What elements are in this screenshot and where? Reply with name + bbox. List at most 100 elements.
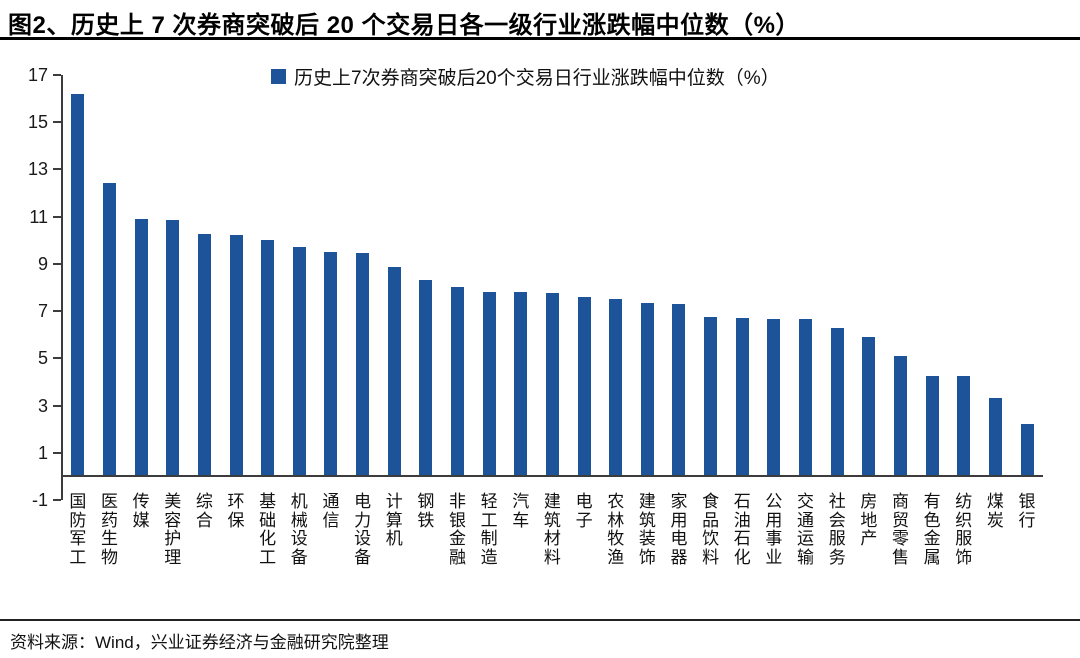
bar-cell	[790, 75, 822, 476]
source-note: 资料来源：Wind，兴业证券经济与金融研究院整理	[10, 633, 389, 652]
x-label-cell: 电力设备	[347, 492, 379, 567]
x-label: 电子	[575, 492, 593, 530]
x-label: 轻工制造	[480, 492, 498, 567]
x-label: 机械设备	[290, 492, 308, 567]
plot-area	[62, 75, 1043, 476]
y-tick	[53, 357, 61, 360]
bar-cell	[94, 75, 126, 476]
bar-机械设备	[292, 247, 306, 476]
bar-cell	[252, 75, 284, 476]
y-tick-label: 15	[27, 112, 48, 133]
y-axis-line	[61, 75, 63, 500]
bar-基础化工	[261, 239, 275, 476]
x-label: 社会服务	[828, 492, 846, 567]
x-label: 建筑装饰	[638, 492, 656, 567]
footer-divider	[0, 619, 1080, 621]
y-tick	[53, 74, 61, 76]
x-label: 家用电器	[670, 492, 688, 567]
x-label-cell: 建筑装饰	[632, 492, 664, 567]
bar-cell	[410, 75, 442, 476]
x-label: 有色金属	[923, 492, 941, 567]
bar-cell	[853, 75, 885, 476]
x-label: 农林牧渔	[607, 492, 625, 567]
x-label-cell: 银行	[1011, 492, 1043, 530]
x-label-cell: 石油石化	[726, 492, 758, 567]
y-tick	[53, 262, 61, 265]
y-tick-label: 9	[37, 253, 48, 274]
x-label-cell: 商贸零售	[885, 492, 917, 567]
bar-cell	[62, 75, 94, 476]
bar-汽车	[514, 291, 528, 476]
x-label-cell: 非银金融	[442, 492, 474, 567]
x-label-cell: 家用电器	[663, 492, 695, 567]
x-label-cell: 轻工制造	[473, 492, 505, 567]
bar-cell	[315, 75, 347, 476]
bar-cell	[473, 75, 505, 476]
bar-钢铁	[419, 280, 433, 476]
bar-传媒	[134, 218, 148, 476]
bar-非银金融	[451, 287, 464, 476]
bar-cell	[157, 75, 189, 476]
bar-cell	[347, 75, 379, 476]
y-tick	[53, 121, 61, 124]
x-label-cell: 通信	[315, 492, 347, 530]
x-label-cell: 纺织服饰	[948, 492, 980, 567]
bar-cell	[980, 75, 1012, 476]
x-label-cell: 美容护理	[157, 492, 189, 567]
bar-有色金属	[925, 375, 939, 476]
bar-cell	[916, 75, 948, 476]
bar-农林牧渔	[609, 298, 623, 476]
x-label: 国防军工	[69, 492, 87, 567]
x-label-cell: 国防军工	[62, 492, 94, 567]
bar-cell	[125, 75, 157, 476]
bar-医药生物	[102, 183, 116, 476]
bar-商贸零售	[893, 355, 907, 476]
bar-建筑材料	[545, 293, 559, 476]
chart-legend: 历史上7次券商突破后20个交易日行业涨跌幅中位数（%）	[271, 63, 780, 90]
bar-cell	[505, 75, 537, 476]
bar-美容护理	[166, 219, 180, 476]
y-tick	[53, 499, 61, 501]
x-label: 传媒	[132, 492, 150, 530]
x-label-cell: 基础化工	[252, 492, 284, 567]
x-label: 食品饮料	[702, 492, 720, 567]
bar-cell	[283, 75, 315, 476]
bar-食品饮料	[704, 316, 718, 476]
x-label: 汽车	[512, 492, 530, 530]
bar-cell	[442, 75, 474, 476]
bar-建筑装饰	[640, 302, 654, 476]
title-divider	[0, 37, 1080, 40]
y-tick-label: 11	[29, 206, 48, 227]
x-label: 公用事业	[765, 492, 783, 567]
x-label: 交通运输	[797, 492, 815, 567]
bar-cell	[568, 75, 600, 476]
bar-通信	[324, 251, 338, 476]
bar-银行	[1020, 424, 1034, 476]
x-label-cell: 汽车	[505, 492, 537, 530]
bar-煤炭	[988, 398, 1002, 476]
x-label-cell: 食品饮料	[695, 492, 727, 567]
x-label-cell: 传媒	[125, 492, 157, 530]
y-tick-label: 17	[27, 65, 48, 85]
x-label: 建筑材料	[543, 492, 561, 567]
figure-title: 图2、历史上 7 次券商突破后 20 个交易日各一级行业涨跌幅中位数（%）	[8, 5, 800, 40]
x-label-cell: 建筑材料	[537, 492, 569, 567]
x-label-cell: 综合	[189, 492, 221, 530]
x-label: 综合	[195, 492, 213, 530]
y-tick-label: 1	[37, 442, 48, 463]
y-tick-label: -1	[31, 490, 48, 510]
y-tick	[53, 168, 61, 171]
bar-轻工制造	[482, 291, 496, 476]
bar-交通运输	[799, 319, 813, 476]
x-label: 煤炭	[986, 492, 1004, 530]
y-tick-label: 5	[37, 348, 48, 369]
x-label-cell: 煤炭	[980, 492, 1012, 530]
bar-石油石化	[735, 317, 749, 476]
x-axis-labels: 国防军工 医药生物 传媒 美容护理 综合 环保 基础化工 机械设备 通信 电力设备 计算机 钢铁 非银金…	[62, 492, 1043, 567]
bar-公用事业	[767, 319, 781, 476]
x-label: 计算机	[385, 492, 403, 548]
y-tick-label: 7	[37, 301, 48, 322]
y-tick	[53, 215, 61, 218]
bar-计算机	[387, 267, 401, 476]
